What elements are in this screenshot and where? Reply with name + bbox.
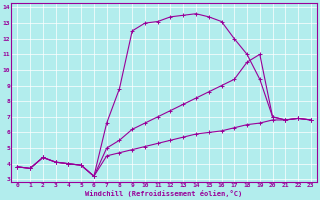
X-axis label: Windchill (Refroidissement éolien,°C): Windchill (Refroidissement éolien,°C) bbox=[85, 190, 243, 197]
